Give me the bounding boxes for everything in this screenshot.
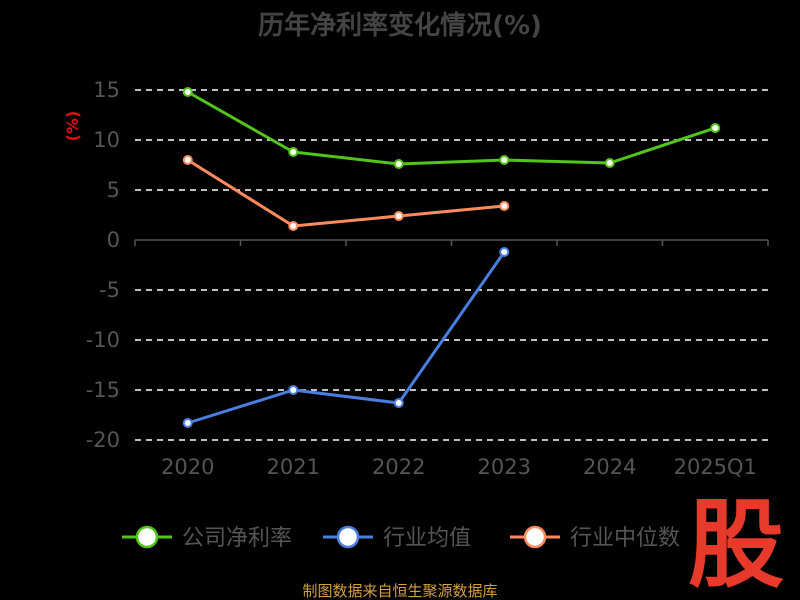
y-tick-label: -5 [99, 278, 120, 302]
data-point[interactable] [604, 158, 615, 168]
data-point[interactable] [499, 247, 510, 257]
series-layer [182, 87, 721, 428]
series-line [186, 158, 505, 228]
series-0 [182, 87, 721, 169]
data-point[interactable] [393, 211, 404, 221]
legend-label: 公司净利率 [182, 526, 292, 551]
x-tick-label: 2023 [478, 455, 531, 479]
data-point[interactable] [182, 418, 193, 428]
series-line [187, 251, 506, 425]
data-point[interactable] [499, 201, 510, 211]
legend-label: 行业均值 [383, 526, 471, 551]
data-point[interactable] [288, 385, 299, 395]
y-tick-label: -15 [86, 378, 120, 402]
x-tick-label: 2025Q1 [674, 455, 757, 479]
data-point[interactable] [288, 147, 299, 157]
brand-logo: 股 [688, 489, 784, 600]
legend-marker [135, 525, 159, 549]
legend-item[interactable]: 公司净利率 [122, 525, 292, 551]
data-point[interactable] [499, 155, 510, 165]
series-1 [182, 247, 510, 428]
chart-title: 历年净利率变化情况(%) [258, 10, 542, 41]
legend-item[interactable]: 行业中位数 [510, 525, 680, 551]
y-tick-label: -10 [86, 328, 120, 352]
axes: 15 10 5 0 -5 -10 -15 -20 2020 2021 2022 2023 2024 202… [86, 78, 769, 479]
x-tick-label: 2022 [372, 455, 425, 479]
series-line [187, 90, 716, 166]
y-axis-label: (%) [63, 111, 82, 142]
y-tick-label: 5 [107, 178, 120, 202]
legend-label: 行业中位数 [570, 526, 680, 551]
data-point[interactable] [182, 155, 193, 165]
x-tick-label: 2024 [583, 455, 636, 479]
data-point[interactable] [182, 87, 193, 97]
legend: 公司净利率 行业均值 行业中位数 [122, 525, 680, 551]
x-tick-label: 2020 [161, 455, 214, 479]
y-tick-label: 15 [93, 78, 120, 102]
data-source-note: 制图数据来自恒生聚源数据库 [302, 582, 497, 600]
data-point[interactable] [288, 221, 299, 231]
y-tick-label: 10 [93, 128, 120, 152]
legend-marker [336, 525, 360, 549]
legend-marker [523, 525, 547, 549]
data-point[interactable] [710, 123, 721, 133]
x-tick-label: 2021 [267, 455, 320, 479]
y-tick-label: 0 [107, 228, 120, 252]
y-tick-label: -20 [86, 428, 120, 452]
data-point[interactable] [393, 159, 404, 169]
data-point[interactable] [393, 398, 404, 408]
series-2 [182, 155, 510, 231]
legend-item[interactable]: 行业均值 [323, 525, 471, 551]
